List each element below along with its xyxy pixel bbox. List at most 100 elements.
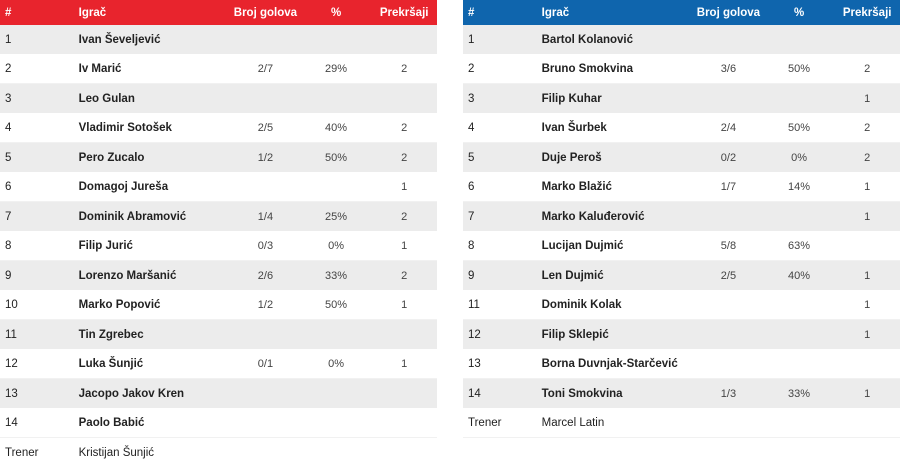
player-fouls: 1 [371, 231, 437, 261]
coach-name: Kristijan Šunjić [70, 438, 437, 467]
player-number: 6 [463, 172, 533, 202]
header-player[interactable]: Igrač [70, 0, 230, 25]
table-header-row: # Igrač Broj golova % Prekršaji [0, 0, 437, 25]
player-name[interactable]: Lorenzo Maršanić [70, 261, 230, 291]
header-player[interactable]: Igrač [533, 0, 693, 25]
header-percent[interactable]: % [764, 0, 835, 25]
player-percent [764, 202, 835, 232]
player-goals: 1/7 [693, 172, 764, 202]
player-name[interactable]: Dominik Abramović [70, 202, 230, 232]
player-goals [693, 290, 764, 320]
player-goals: 1/4 [230, 202, 301, 232]
player-name[interactable]: Ivan Šurbek [533, 113, 693, 143]
player-fouls: 1 [834, 202, 900, 232]
player-fouls: 1 [371, 290, 437, 320]
header-number[interactable]: # [0, 0, 70, 25]
player-percent: 33% [301, 261, 372, 291]
player-name[interactable]: Filip Sklepić [533, 320, 693, 350]
player-percent: 0% [764, 143, 835, 173]
player-fouls: 2 [371, 202, 437, 232]
header-fouls[interactable]: Prekršaji [371, 0, 437, 25]
player-fouls: 2 [371, 261, 437, 291]
player-name[interactable]: Ivan Ševeljević [70, 25, 230, 54]
player-number: 6 [0, 172, 70, 202]
player-number: 10 [0, 290, 70, 320]
player-percent [764, 320, 835, 350]
player-name[interactable]: Iv Marić [70, 54, 230, 84]
player-name[interactable]: Marko Blažić [533, 172, 693, 202]
player-fouls: 1 [834, 379, 900, 409]
player-goals: 1/2 [230, 143, 301, 173]
player-fouls: 1 [371, 172, 437, 202]
player-name[interactable]: Jacopo Jakov Kren [70, 379, 230, 409]
player-name[interactable]: Vladimir Sotošek [70, 113, 230, 143]
player-number: 12 [463, 320, 533, 350]
header-fouls[interactable]: Prekršaji [834, 0, 900, 25]
player-goals: 2/7 [230, 54, 301, 84]
player-name[interactable]: Pero Zucalo [70, 143, 230, 173]
player-number: 11 [463, 290, 533, 320]
player-name[interactable]: Tin Zgrebec [70, 320, 230, 350]
player-number: 2 [0, 54, 70, 84]
player-name[interactable]: Marko Popović [70, 290, 230, 320]
player-percent: 40% [301, 113, 372, 143]
player-fouls: 2 [834, 54, 900, 84]
player-name[interactable]: Marko Kaluđerović [533, 202, 693, 232]
header-goals[interactable]: Broj golova [693, 0, 764, 25]
player-goals [693, 25, 764, 54]
player-name[interactable]: Paolo Babić [70, 408, 230, 438]
player-number: 3 [0, 84, 70, 114]
player-fouls: 2 [371, 54, 437, 84]
header-percent[interactable]: % [301, 0, 372, 25]
player-name[interactable]: Bartol Kolanović [533, 25, 693, 54]
player-name[interactable]: Filip Jurić [70, 231, 230, 261]
player-number: 4 [463, 113, 533, 143]
player-goals: 2/4 [693, 113, 764, 143]
player-fouls: 1 [371, 349, 437, 379]
player-name[interactable]: Filip Kuhar [533, 84, 693, 114]
player-name[interactable]: Borna Duvnjak-Starčević [533, 349, 693, 379]
player-percent: 50% [301, 143, 372, 173]
player-name[interactable]: Duje Peroš [533, 143, 693, 173]
player-goals: 0/2 [693, 143, 764, 173]
player-name[interactable]: Luka Šunjić [70, 349, 230, 379]
header-goals[interactable]: Broj golova [230, 0, 301, 25]
player-number: 13 [463, 349, 533, 379]
player-percent: 33% [764, 379, 835, 409]
player-name[interactable]: Bruno Smokvina [533, 54, 693, 84]
player-goals: 2/6 [230, 261, 301, 291]
player-fouls [371, 25, 437, 54]
player-name[interactable]: Len Dujmić [533, 261, 693, 291]
header-number[interactable]: # [463, 0, 533, 25]
player-percent: 50% [301, 290, 372, 320]
player-name[interactable]: Dominik Kolak [533, 290, 693, 320]
player-number: 11 [0, 320, 70, 350]
player-fouls: 1 [834, 290, 900, 320]
player-fouls: 1 [834, 320, 900, 350]
player-number: 5 [463, 143, 533, 173]
player-number: 9 [463, 261, 533, 291]
player-name[interactable]: Lucijan Dujmić [533, 231, 693, 261]
player-percent [301, 408, 372, 438]
coach-label: Trener [463, 408, 533, 438]
player-percent: 50% [764, 54, 835, 84]
player-goals [230, 84, 301, 114]
player-fouls [834, 25, 900, 54]
player-name[interactable]: Toni Smokvina [533, 379, 693, 409]
player-name[interactable]: Domagoj Jureša [70, 172, 230, 202]
player-name[interactable]: Leo Gulan [70, 84, 230, 114]
player-goals [693, 320, 764, 350]
